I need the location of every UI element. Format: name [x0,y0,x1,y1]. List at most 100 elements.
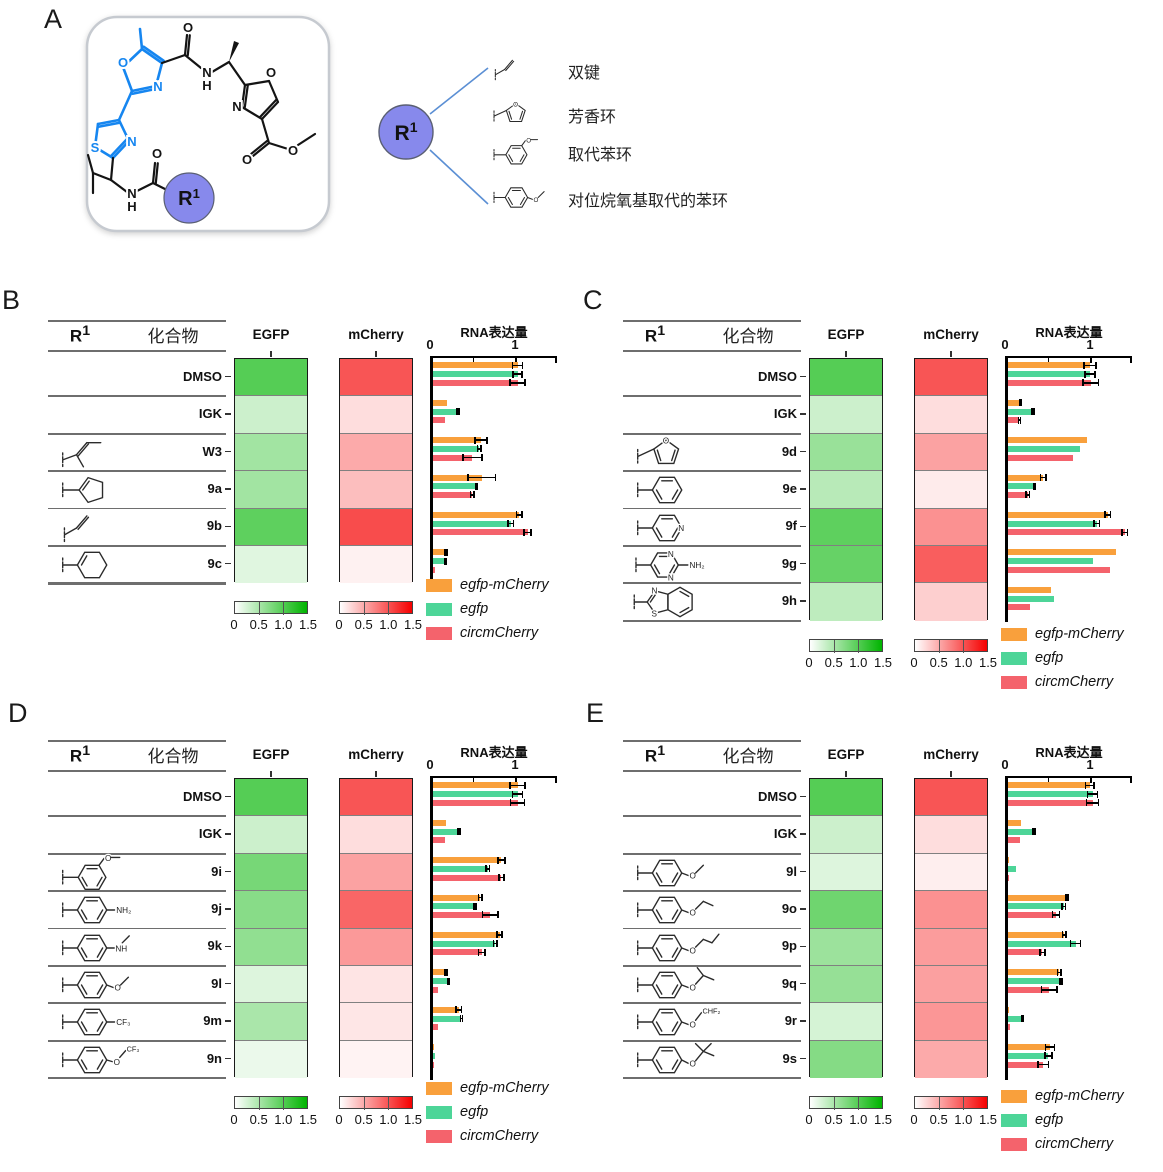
bar-circmCherry-9i [432,874,502,881]
bar-egfp-9g [1007,558,1093,565]
colorbar-tick [282,602,284,616]
error-bar-cap [496,931,498,939]
error-bar-cap [477,948,480,956]
compound-label-IGK: IGK [773,406,797,422]
error-bar-cap [1097,379,1100,387]
svg-text:O: O [114,1058,120,1067]
bar-egfp-9f [1007,520,1097,527]
structure-p-cf3-phenyl-icon: CF₃ [52,1003,152,1041]
legend-swatch-circmCherry [426,1130,452,1143]
error-bar-cap [475,902,477,910]
error-bar-cap [480,445,482,453]
error-bar-line [1082,382,1100,384]
legend-label-circmCherry: circmCherry [460,625,539,641]
error-bar-cap [1045,474,1047,481]
compound-label-9f: 9f [785,518,797,534]
compound-label-9b: 9b [206,518,222,534]
bar-egfp-IGK [432,408,458,415]
heatmap-cell-mcherry-9o [915,891,987,929]
heatmap-cell-egfp-9r [810,1003,882,1041]
compound-label-9o: 9o [781,900,797,916]
compound-label-DMSO: DMSO [183,368,222,384]
error-bar-cap [1034,482,1037,490]
error-bar-cap [1039,474,1042,481]
bar-egfp-mCherry-IGK [432,399,447,406]
error-bar-line [509,802,526,804]
axis-tick [1090,778,1092,783]
error-bar-line [1051,914,1061,916]
error-bar-cap [1031,407,1033,415]
table-rule-row [623,1039,801,1042]
bar-egfp-mCherry-9a [432,474,482,481]
bar-circmCherry-9p [1007,949,1043,956]
r1-option-label-0: 双键 [568,65,601,82]
table-header-compound: 化合物 [147,327,199,346]
compound-tick [225,982,231,985]
structure-p-tbutoxyphenyl-icon: O [627,1041,727,1079]
axis-ticklabel-1: 1 [511,757,519,772]
error-bar-line [1044,1055,1053,1057]
svg-text:O: O [513,101,518,108]
error-bar-line [455,1009,463,1011]
colorbar-ticklabel-egfp-0: 0 [805,654,813,670]
error-bar-cap [473,491,475,499]
axis-ticklabel-1: 1 [511,337,519,352]
error-bar-cap [1044,1052,1046,1060]
error-bar-cap [476,445,479,453]
colorbar-tick [962,639,964,653]
table-rule-row [48,395,226,398]
axis-ticklabel-0: 0 [426,337,434,352]
error-bar-cap [1097,799,1100,807]
svg-text:O: O [105,854,111,863]
error-bar-cap [446,977,449,985]
compound-tick [225,488,231,490]
bar-egfp-mCherry-DMSO [432,782,518,789]
r1-option-label-1: 芳香环 [568,109,617,126]
error-bar-cap [1040,986,1043,994]
colorbar-ticklabel-egfp-1.0: 1.0 [274,1112,293,1128]
heatmap-cell-mcherry-9l [915,853,987,892]
bar-circmCherry-9c [432,566,436,573]
colorbar-ticklabel-mcherry-1.0: 1.0 [954,654,973,670]
bar-egfp-9e [1007,483,1035,490]
error-bar-line [1033,485,1037,488]
colorbar-tick [363,1097,365,1111]
svg-text:N: N [232,99,241,114]
compound-label-9e: 9e [782,480,797,496]
error-bar-cap [444,968,446,976]
heatmap-top-tick [375,771,377,777]
chart-title: RNA表达量 [460,745,528,760]
axis-tick [1047,778,1050,783]
compound-label-IGK: IGK [773,826,797,842]
legend-label-egfp: egfp [1035,1112,1064,1128]
table-rule-row [48,432,226,435]
error-bar-cap [504,856,506,864]
heatmap-column-egfp [809,358,883,621]
table-rule-top [623,320,801,323]
table-rule-row [48,507,226,510]
chart-y-axis [430,355,433,585]
table-header-compound: 化合物 [147,747,199,766]
compound-label-IGK: IGK [198,826,222,842]
chart-title: RNA表达量 [1035,325,1103,340]
error-bar-line [1059,980,1063,982]
r1-option-structure-furanyl-icon: O [486,99,562,128]
compound-tick [800,413,806,415]
colorbar-ticklabel-egfp-0.5: 0.5 [824,1112,843,1128]
compound-label-9p: 9p [781,938,797,954]
error-bar-cap [444,548,446,556]
svg-text:O: O [663,436,669,445]
compound-tick [225,450,231,453]
error-bar-line [459,1017,464,1020]
error-bar-line [511,364,524,367]
bar-circmCherry-IGK [1007,837,1021,844]
svg-text:O: O [288,143,298,158]
error-bar-line [1025,494,1031,496]
svg-text:NH₂: NH₂ [116,906,131,915]
bar-egfp-9r [1007,1015,1023,1022]
heatmap-cell-egfp-DMSO [810,359,882,397]
error-bar-line [1061,905,1067,908]
heatmap-cell-mcherry-IGK [915,396,987,434]
error-bar-line [1039,476,1047,479]
